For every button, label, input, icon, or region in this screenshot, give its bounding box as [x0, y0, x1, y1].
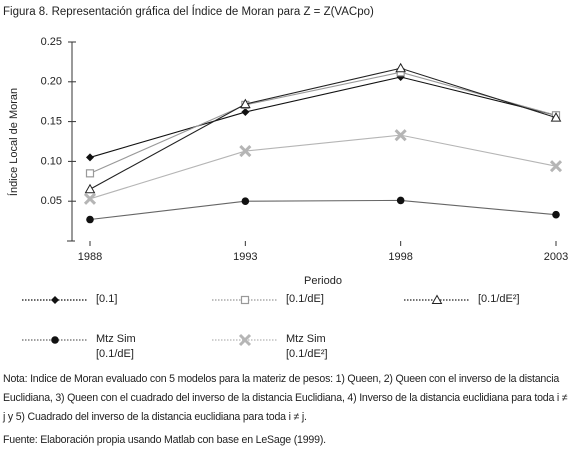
- marker: [549, 160, 563, 173]
- y-tick-label: 0.15: [41, 116, 62, 128]
- y-tick-label: 0.05: [41, 195, 62, 207]
- legend-label: Mtz Sim [0.1/dE]: [96, 333, 136, 360]
- marker: [51, 296, 59, 304]
- legend-label: [0.1/dE²]: [478, 293, 520, 305]
- source: Fuente: Elaboración propia usando Matlab…: [3, 434, 326, 446]
- chart-title: Figura 8. Representación gráfica del Índ…: [3, 5, 374, 18]
- marker: [84, 183, 96, 194]
- legend-item: Mtz Sim [0.1/dE]: [22, 332, 136, 362]
- series-line: [89, 134, 557, 200]
- marker: [550, 112, 562, 122]
- legend-label: [0.1]: [96, 293, 118, 305]
- series-line: [89, 67, 557, 190]
- marker: [241, 197, 250, 205]
- marker: [241, 108, 250, 117]
- y-tick-label: 0.25: [41, 36, 62, 48]
- series-line: [89, 76, 557, 158]
- y-tick-label: 0.20: [41, 76, 62, 88]
- chart: Figura 8. Representación gráfica del Índ…: [3, 5, 568, 287]
- marker: [239, 144, 252, 158]
- legend-swatch: [22, 296, 88, 304]
- legend-swatch: [22, 336, 88, 344]
- marker: [394, 129, 407, 142]
- marker: [85, 169, 95, 178]
- marker: [238, 333, 252, 347]
- marker: [395, 62, 407, 73]
- y-axis-label: Índice Local de Moran: [7, 88, 20, 196]
- marker: [239, 98, 251, 109]
- marker: [86, 153, 94, 162]
- marker: [51, 336, 59, 344]
- marker: [431, 294, 443, 304]
- x-tick-label: 2003: [544, 251, 568, 263]
- series-line: [89, 199, 557, 221]
- series-line: [89, 71, 557, 174]
- marker: [240, 295, 250, 305]
- legend-label: Mtz Sim [0.1/dE²]: [286, 333, 328, 360]
- y-tick-label: 0.10: [41, 155, 62, 167]
- x-tick-label: 1998: [388, 251, 412, 263]
- legend-label: [0.1/dE]: [286, 293, 324, 305]
- marker: [83, 192, 97, 205]
- x-axis-label: Periodo: [304, 275, 342, 287]
- legend-item: [0.1/dE]: [212, 292, 324, 308]
- legend-swatch: [212, 295, 278, 305]
- marker: [396, 196, 405, 205]
- x-tick-label: 1993: [233, 251, 257, 263]
- note: Nota: Indice de Moran evaluado con 5 mod…: [3, 373, 568, 423]
- marker: [552, 210, 560, 219]
- legend-item: [0.1/dE²]: [404, 292, 520, 308]
- legend-item: [0.1]: [22, 292, 117, 308]
- marker: [86, 215, 94, 224]
- legend-item: Mtz Sim [0.1/dE²]: [212, 332, 328, 362]
- legend-swatch: [404, 294, 470, 304]
- x-tick-label: 1988: [78, 251, 102, 263]
- legend-swatch: [212, 333, 278, 347]
